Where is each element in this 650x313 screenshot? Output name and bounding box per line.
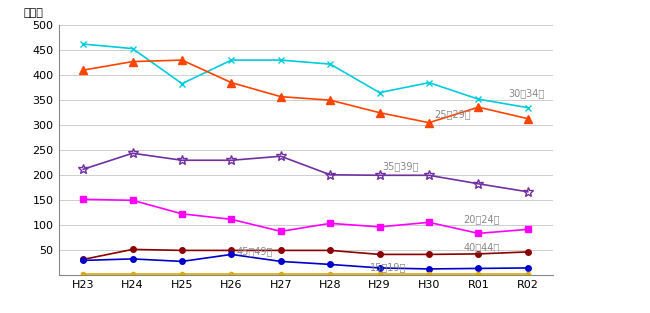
Text: 25～29歳: 25～29歳 bbox=[434, 109, 471, 119]
Text: 30～34歳: 30～34歳 bbox=[508, 89, 544, 99]
Text: 35～39歳: 35～39歳 bbox=[382, 161, 419, 171]
Text: 20～24歳: 20～24歳 bbox=[463, 214, 500, 224]
Text: 15～19歳: 15～19歳 bbox=[370, 262, 406, 272]
Text: 40～44歳: 40～44歳 bbox=[463, 242, 500, 252]
Text: （人）: （人） bbox=[24, 8, 44, 18]
Text: 45～49歳: 45～49歳 bbox=[237, 246, 273, 256]
